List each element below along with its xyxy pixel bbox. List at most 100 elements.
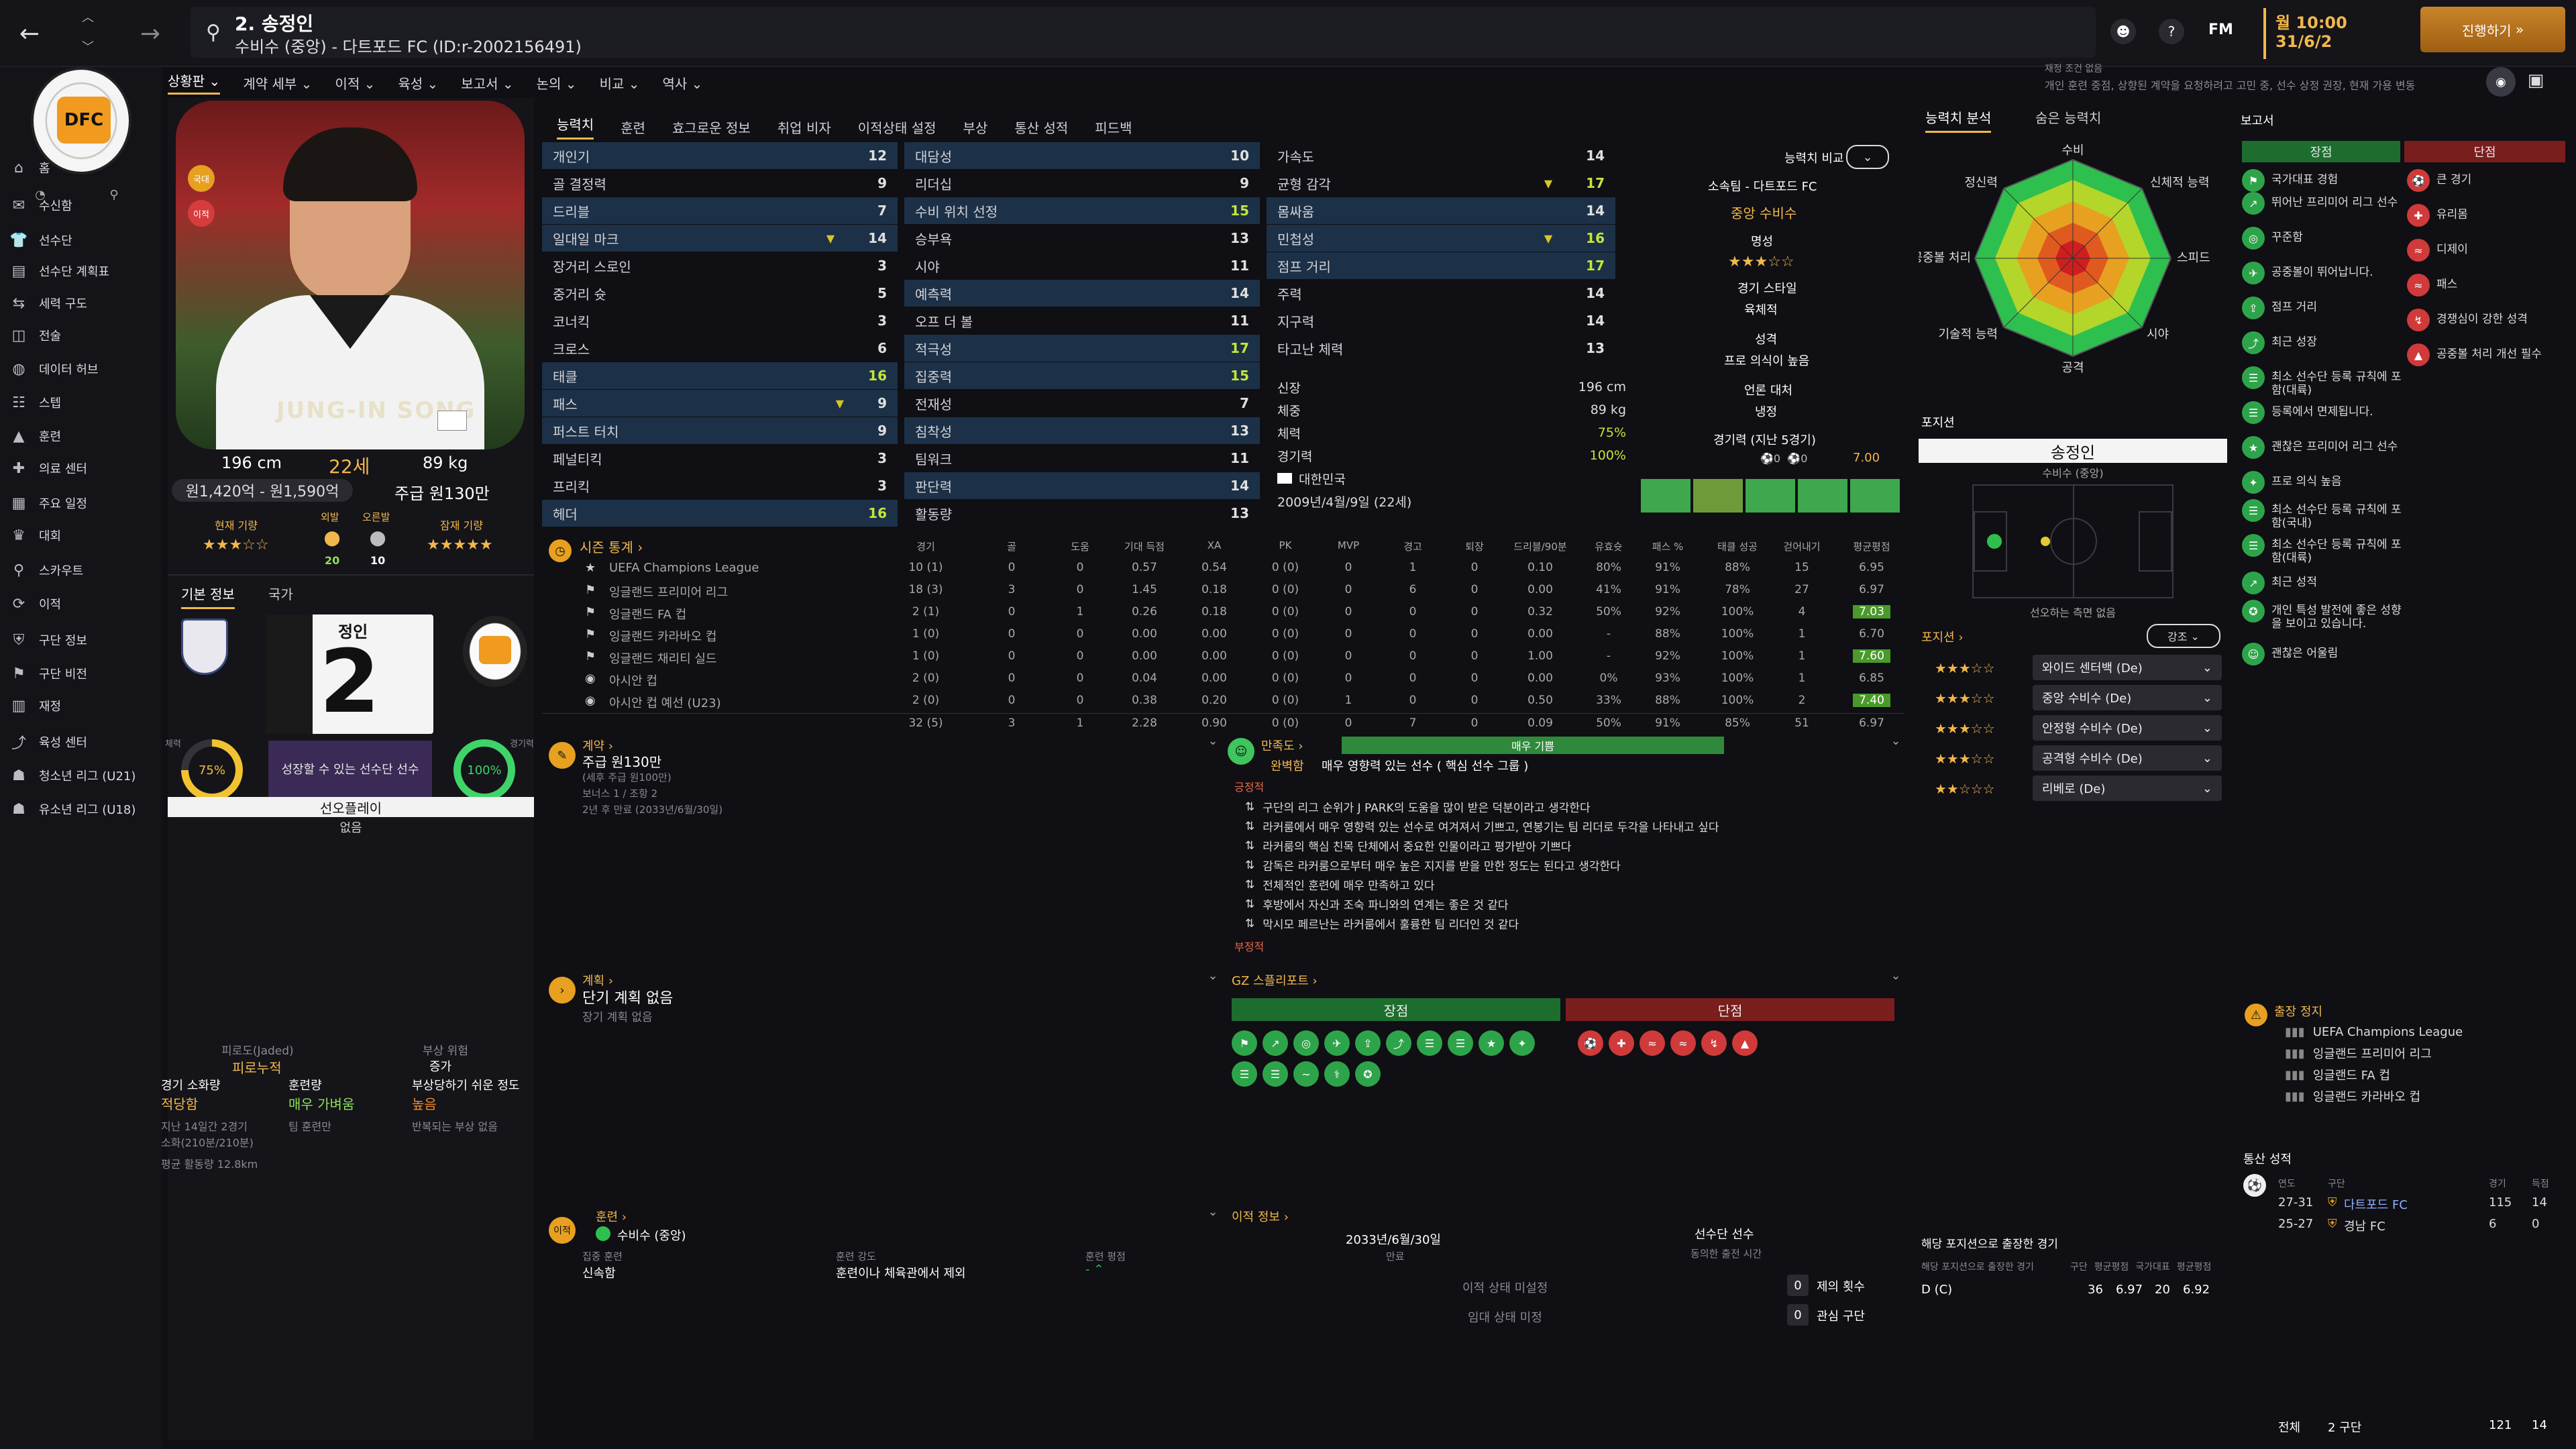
subnav-item-3[interactable]: 육성 ⌄ (398, 75, 439, 92)
value-range[interactable]: 원1,420억 - 원1,590억 (172, 479, 353, 502)
scout-pro-icon[interactable]: ↗ (1263, 1030, 1288, 1056)
attribute-row[interactable]: 페널티킥 3 (542, 445, 898, 472)
tab-basic-info[interactable]: 기본 정보 (181, 584, 235, 609)
sidebar-item-15[interactable]: ⚑ 구단 비전 (9, 660, 87, 687)
sidebar-item-10[interactable]: ▦ 주요 일정 (9, 490, 87, 517)
role-dropdown[interactable]: 리베로 (De) ⌄ (2033, 775, 2222, 801)
subnav-item-1[interactable]: 계약 세부 ⌄ (243, 75, 313, 92)
role-row[interactable]: ★★★☆☆ 안정형 수비수 (De) ⌄ (1919, 715, 2227, 742)
scout-pro-icon[interactable]: ⚕ (1324, 1061, 1350, 1087)
scout-con-icon[interactable]: ▲ (1732, 1030, 1758, 1056)
attribute-row[interactable]: 팀워크 11 (904, 445, 1260, 472)
scout-con-icon[interactable]: ↯ (1701, 1030, 1727, 1056)
attribute-row[interactable]: 드리블 7 (542, 197, 898, 224)
interest-count[interactable]: 0 (1787, 1304, 1809, 1326)
stats-col-header[interactable]: 걷어내기 (1783, 541, 1821, 553)
attribute-row[interactable]: 지구력 14 (1267, 307, 1615, 334)
sidebar-item-1[interactable]: ✉ 수신함 (9, 192, 72, 219)
attribute-row[interactable]: 패스 ▼ 9 (542, 390, 898, 417)
contract-title[interactable]: 계약 › (582, 739, 614, 753)
scout-con-icon[interactable]: ≈ (1670, 1030, 1696, 1056)
attribute-row[interactable]: 리더십 9 (904, 170, 1260, 197)
attribute-row[interactable]: 적극성 17 (904, 335, 1260, 362)
sidebar-item-17[interactable]: ⤴ 육성 센터 (9, 729, 87, 755)
sidebar-item-4[interactable]: ⇆ 세력 구도 (9, 290, 87, 317)
tab-0[interactable]: 능력치 (557, 114, 594, 140)
role-dropdown[interactable]: 중앙 수비수 (De) ⌄ (2033, 685, 2222, 710)
role-row[interactable]: ★★★☆☆ 공격형 수비수 (De) ⌄ (1919, 745, 2227, 772)
role-row[interactable]: ★★★☆☆ 중앙 수비수 (De) ⌄ (1919, 685, 2227, 712)
stats-col-header[interactable]: 패스 % (1652, 541, 1684, 553)
attribute-row[interactable]: 활동량 13 (904, 500, 1260, 527)
stats-col-header[interactable]: XA (1207, 539, 1222, 551)
search-bar[interactable]: ⚲ 2. 송정인 수비수 (중앙) - 다트포드 FC (ID:r-200215… (191, 7, 2096, 58)
stats-col-header[interactable]: 유효슛 (1595, 541, 1623, 553)
attribute-row[interactable]: 승부욕 13 (904, 225, 1260, 252)
position-list-title[interactable]: 포지션 › (1921, 631, 1964, 645)
attribute-row[interactable]: 코너킥 3 (542, 307, 898, 334)
subnav-item-6[interactable]: 비교 ⌄ (599, 75, 640, 92)
sidebar-item-9[interactable]: ✚ 의료 센터 (9, 455, 87, 482)
tab-3[interactable]: 취업 비자 (777, 119, 831, 136)
attribute-row[interactable]: 균형 감각 ▼ 17 (1267, 170, 1615, 197)
contract-collapse-icon[interactable]: ⌄ (1208, 733, 1218, 748)
satisfaction-collapse-icon[interactable]: ⌄ (1890, 733, 1901, 748)
sidebar-item-18[interactable]: ☗ 청소년 리그 (U21) (9, 762, 136, 789)
sidebar-item-14[interactable]: ⛨ 구단 정보 (9, 627, 87, 653)
attribute-row[interactable]: 일대일 마크 ▼ 14 (542, 225, 898, 252)
scout-con-icon[interactable]: ✚ (1609, 1030, 1634, 1056)
role-dropdown[interactable]: 공격형 수비수 (De) ⌄ (2033, 745, 2222, 771)
attribute-row[interactable]: 민첩성 ▼ 16 (1267, 225, 1615, 252)
tab-7[interactable]: 피드백 (1095, 119, 1132, 136)
subnav-item-4[interactable]: 보고서 ⌄ (461, 75, 514, 92)
sidebar-item-19[interactable]: ☗ 유소년 리그 (U18) (9, 796, 136, 822)
stats-col-header[interactable]: 도움 (1071, 541, 1089, 553)
position-filter-dropdown[interactable]: 강조 ⌄ (2147, 624, 2220, 648)
stats-row[interactable]: ◉ 아시안 컵 예선 (U23) 2 (0) 0 0 0.38 0.20 0 (0) 1 0 0 0.… (542, 691, 1904, 712)
attribute-row[interactable]: 집중력 15 (904, 362, 1260, 389)
attribute-row[interactable]: 퍼스트 터치 9 (542, 417, 898, 444)
scout-pro-icon[interactable]: ⇪ (1355, 1030, 1381, 1056)
role-dropdown[interactable]: 안정형 수비수 (De) ⌄ (2033, 715, 2222, 741)
sidebar-item-13[interactable]: ⟳ 이적 (9, 590, 61, 617)
attribute-row[interactable]: 침착성 13 (904, 417, 1260, 444)
stats-row[interactable]: ⚑ 잉글랜드 프리미어 리그 18 (3) 3 0 1.45 0.18 0 (0) 0 6 0 0.0… (542, 580, 1904, 602)
training-collapse-icon[interactable]: ⌄ (1208, 1204, 1218, 1219)
attribute-row[interactable]: 예측력 14 (904, 280, 1260, 307)
satisfaction-title[interactable]: 만족도 › (1261, 739, 1303, 753)
stats-col-header[interactable]: 경고 (1403, 541, 1422, 553)
attribute-row[interactable]: 장거리 스로인 3 (542, 252, 898, 279)
subnav-item-7[interactable]: 역사 ⌄ (662, 75, 703, 92)
stats-row[interactable]: ⚑ 잉글랜드 채리티 실드 1 (0) 0 0 0.00 0.00 0 (0) 0 0 0 1.00 -… (542, 647, 1904, 668)
sidebar-item-11[interactable]: ♛ 대회 (9, 522, 61, 549)
attribute-row[interactable]: 개인기 12 (542, 142, 898, 169)
attribute-row[interactable]: 골 결정력 9 (542, 170, 898, 197)
scout-con-icon[interactable]: ⚽ (1578, 1030, 1603, 1056)
player-face-icon[interactable]: ☻ (2110, 19, 2136, 44)
scout-pro-icon[interactable]: ✈ (1324, 1030, 1350, 1056)
stats-row[interactable]: ⚑ 잉글랜드 카라바오 컵 1 (0) 0 0 0.00 0.00 0 (0) 0 0 0 0.00 -… (542, 625, 1904, 646)
tab-4[interactable]: 이적상태 설정 (857, 119, 936, 136)
notification-icon[interactable]: ◉ (2486, 67, 2516, 97)
role-row[interactable]: ★★★☆☆ 와이드 센터백 (De) ⌄ (1919, 655, 2227, 682)
stats-col-header[interactable]: 기대 득점 (1124, 541, 1165, 553)
scout-collapse-icon[interactable]: ⌄ (1890, 968, 1901, 983)
attribute-row[interactable]: 중거리 슛 5 (542, 280, 898, 307)
continue-button[interactable]: 진행하기 » (2420, 7, 2565, 52)
sidebar-item-7[interactable]: ☷ 스텝 (9, 389, 61, 416)
attribute-row[interactable]: 태클 16 (542, 362, 898, 389)
stats-col-header[interactable]: 평균평점 (1853, 541, 1890, 553)
scout-con-icon[interactable]: ≈ (1640, 1030, 1665, 1056)
scout-pro-icon[interactable]: ⚑ (1232, 1030, 1257, 1056)
attribute-row[interactable]: 헤더 16 (542, 500, 898, 527)
forward-arrow-icon[interactable]: → (140, 19, 161, 48)
chevron-down-icon[interactable]: ﹀ (82, 40, 94, 54)
sidebar-item-12[interactable]: ⚲ 스카우트 (9, 557, 83, 584)
attribute-row[interactable]: 오프 더 볼 11 (904, 307, 1260, 334)
tab-2[interactable]: 효그로운 정보 (672, 119, 751, 136)
scout-pro-icon[interactable]: ✦ (1509, 1030, 1535, 1056)
role-dropdown[interactable]: 와이드 센터백 (De) ⌄ (2033, 655, 2222, 680)
attribute-row[interactable]: 시야 11 (904, 252, 1260, 279)
stats-col-header[interactable]: MVP (1337, 539, 1360, 551)
attribute-row[interactable]: 크로스 6 (542, 335, 898, 362)
